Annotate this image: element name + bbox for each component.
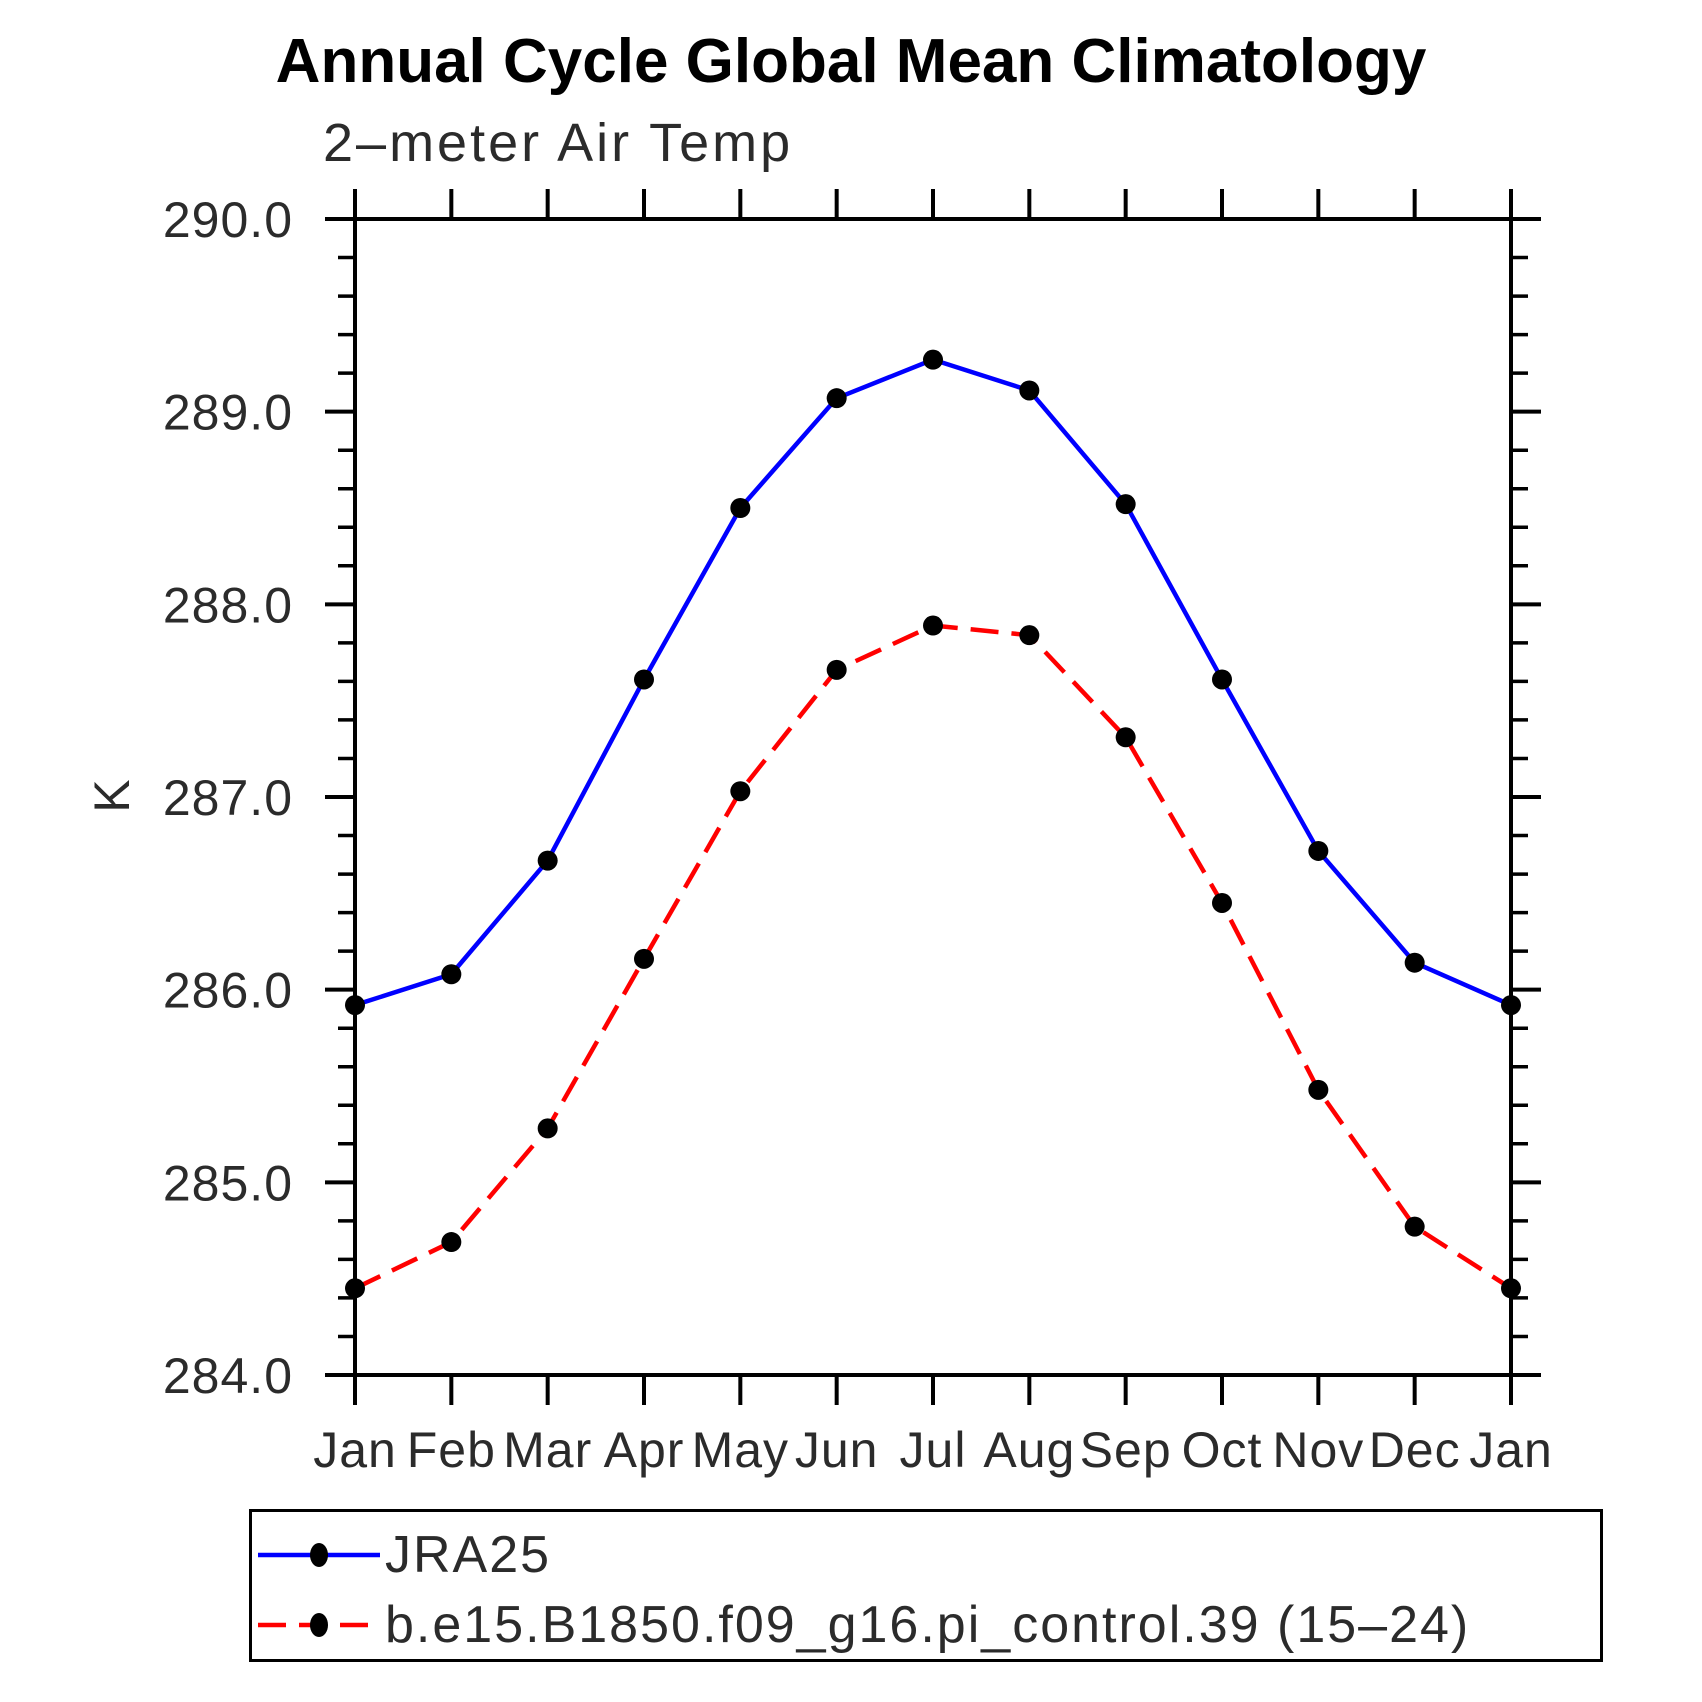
- data-point-marker-jra25: [1019, 380, 1040, 401]
- data-point-marker-model: [1115, 727, 1136, 748]
- y-axis-tick-label: 290.0: [163, 192, 293, 248]
- data-point-marker-jra25: [1115, 494, 1136, 515]
- chart-title: Annual Cycle Global Mean Climatology: [275, 27, 1427, 96]
- x-axis-tick-label: Nov: [1272, 1422, 1364, 1478]
- x-axis-tick-label: Aug: [983, 1422, 1075, 1478]
- legend-item-jra25: JRA25: [256, 1526, 552, 1584]
- x-axis-tick-label: Jan: [1469, 1422, 1553, 1478]
- series-line-model: [354, 623, 1513, 1291]
- legend-marker-jra25: [310, 1543, 328, 1567]
- data-point-marker-model: [634, 948, 654, 969]
- x-axis-tick-label: Oct: [1182, 1422, 1263, 1478]
- data-point-marker-jra25: [1404, 952, 1425, 973]
- legend-line-sample-model: [258, 1613, 380, 1637]
- x-axis-tick-label: Mar: [503, 1422, 592, 1478]
- data-point-marker-model: [1019, 625, 1040, 646]
- data-point-marker-jra25: [345, 995, 365, 1016]
- x-axis-tick-label: Feb: [407, 1422, 496, 1478]
- y-axis-tick-label: 286.0: [163, 963, 293, 1019]
- data-point-marker-jra25: [1212, 669, 1232, 690]
- series-line-jra25: [354, 357, 1512, 1008]
- data-point-marker-jra25: [634, 669, 654, 690]
- data-point-marker-model: [1212, 892, 1232, 913]
- x-axis-tick-label: Jul: [900, 1422, 967, 1478]
- data-point-marker-jra25: [730, 498, 751, 518]
- data-point-marker-jra25: [441, 964, 462, 985]
- data-point-marker-model: [1308, 1079, 1329, 1100]
- y-axis-tick-label: 288.0: [163, 577, 293, 633]
- data-point-marker-model: [923, 615, 943, 636]
- data-point-marker-jra25: [537, 850, 558, 871]
- y-axis-tick-label: 285.0: [163, 1155, 293, 1211]
- data-point-marker-model: [441, 1232, 462, 1253]
- data-point-marker-model: [345, 1278, 365, 1299]
- chart-subtitle: 2–meter Air Temp: [323, 113, 794, 173]
- data-point-marker-jra25: [923, 349, 943, 370]
- x-axis-tick-label: Apr: [604, 1422, 685, 1478]
- x-axis-tick-label: Jun: [795, 1422, 879, 1478]
- legend-box: JRA25 b.e15.B1850.f09_g16.pi_control.39 …: [249, 1509, 1603, 1662]
- y-axis-tick-label: 289.0: [163, 385, 293, 441]
- legend-label-model: b.e15.B1850.f09_g16.pi_control.39 (15–24…: [385, 1596, 1471, 1654]
- legend-label-jra25: JRA25: [385, 1526, 552, 1584]
- x-axis-tick-label: Sep: [1080, 1422, 1172, 1478]
- data-point-marker-model: [537, 1118, 558, 1139]
- legend-marker-model: [310, 1613, 328, 1637]
- data-point-marker-jra25: [1501, 995, 1521, 1016]
- data-point-marker-model: [1404, 1216, 1425, 1237]
- data-point-marker-model: [1501, 1278, 1521, 1299]
- data-point-marker-model: [826, 659, 847, 680]
- data-point-marker-model: [730, 781, 751, 802]
- data-point-marker-jra25: [1308, 840, 1329, 861]
- y-axis-tick-label: 287.0: [163, 770, 293, 826]
- x-axis-tick-label: Dec: [1369, 1422, 1461, 1478]
- data-point-marker-jra25: [826, 388, 847, 409]
- x-axis-tick-label: Jan: [313, 1422, 397, 1478]
- axis-frame: [353, 217, 1513, 1377]
- legend-item-model: b.e15.B1850.f09_g16.pi_control.39 (15–24…: [256, 1596, 1471, 1654]
- y-axis-tick-label: 284.0: [163, 1348, 293, 1404]
- x-axis-tick-label: May: [692, 1422, 789, 1478]
- legend-line-sample-jra25: [258, 1543, 380, 1567]
